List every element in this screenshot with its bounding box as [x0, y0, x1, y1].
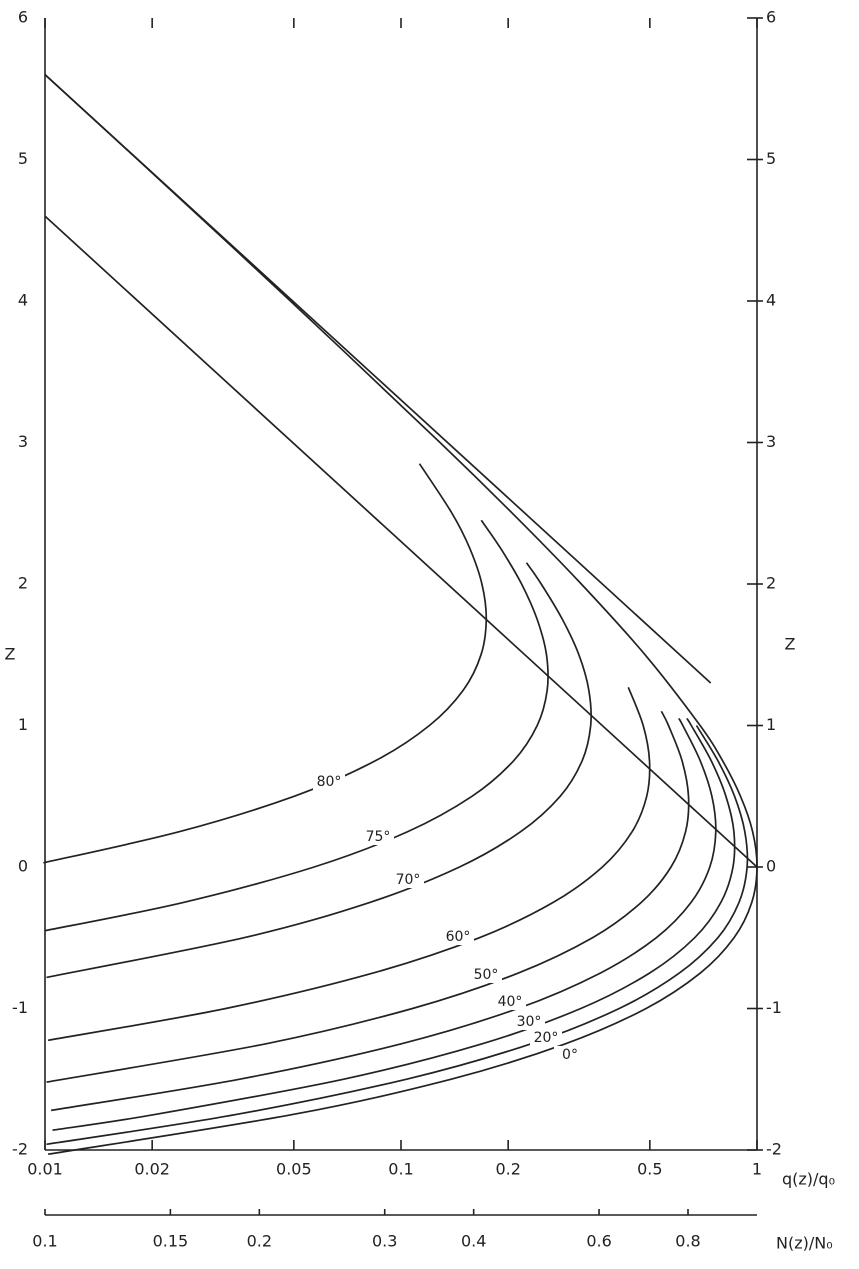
curve [46, 710, 690, 1083]
curve-label: 30° [517, 1014, 542, 1030]
y-tick-label: 1 [18, 715, 28, 734]
curve-label: 75° [366, 829, 391, 845]
x2-tick-label: 0.1 [32, 1232, 57, 1251]
curve-label: 0° [562, 1047, 578, 1063]
y-tick-label: -1 [12, 998, 28, 1017]
curve-label-bg [442, 928, 474, 945]
curve-label: 20° [534, 1030, 559, 1046]
y-tick-label: -2 [12, 1140, 28, 1159]
curve [43, 463, 488, 864]
curve-label-bg [513, 1013, 545, 1030]
y-tick-label-right: 3 [766, 432, 776, 451]
x-tick-label: 0.05 [276, 1160, 312, 1179]
y-tick-label-right: -1 [766, 998, 782, 1017]
x-tick-label: 0.02 [134, 1160, 170, 1179]
x-tick-label: 0.01 [27, 1160, 63, 1179]
y-axis-label-right: Z [785, 635, 796, 654]
y-tick-label-right: 0 [766, 857, 776, 876]
curve [44, 73, 758, 1156]
y-tick-label: 2 [18, 574, 28, 593]
x2-axis-label: N(z)/N₀ [776, 1234, 833, 1253]
x-tick-label: 0.5 [637, 1160, 662, 1179]
curve [46, 562, 592, 979]
curve [52, 717, 736, 1132]
curve-label: 60° [446, 929, 471, 945]
y-tick-label-right: 5 [766, 149, 776, 168]
y-tick-label-right: 6 [766, 8, 776, 27]
x2-tick-label: 0.2 [247, 1232, 272, 1251]
y-tick-label: 3 [18, 432, 28, 451]
x2-tick-label: 0.6 [586, 1232, 611, 1251]
y-tick-label: 5 [18, 149, 28, 168]
curve [44, 73, 712, 684]
curve-label: 80° [317, 774, 342, 790]
curve [44, 519, 549, 932]
x-tick-label: 1 [752, 1160, 762, 1179]
curve [44, 215, 758, 868]
curve-label-bg [362, 828, 394, 845]
x2-tick-label: 0.8 [675, 1232, 700, 1251]
y-tick-label: 6 [18, 8, 28, 27]
curve-label-bg [470, 966, 502, 983]
curve [47, 686, 651, 1042]
y-tick-label-right: 1 [766, 715, 776, 734]
curve-label-bg [392, 871, 424, 888]
curve [50, 717, 717, 1112]
y-tick-label-right: -2 [766, 1140, 782, 1159]
x2-tick-label: 0.4 [461, 1232, 486, 1251]
curve-label-bg [530, 1029, 562, 1046]
y-axis-label: Z [5, 645, 16, 664]
x-tick-label: 0.2 [495, 1160, 520, 1179]
curve-label-bg [313, 773, 345, 790]
y-tick-label: 4 [18, 291, 28, 310]
y-tick-label-right: 2 [766, 574, 776, 593]
curve-label: 40° [498, 994, 523, 1010]
curve-label: 70° [396, 872, 421, 888]
curve [46, 725, 749, 1146]
curve-label: 50° [474, 967, 499, 983]
y-tick-label: 0 [18, 857, 28, 876]
curve-label-bg [494, 993, 526, 1010]
x2-tick-label: 0.3 [372, 1232, 397, 1251]
x2-tick-label: 0.15 [153, 1232, 189, 1251]
curve-label-bg [554, 1046, 586, 1063]
x-tick-label: 0.1 [388, 1160, 413, 1179]
x-axis-label: q(z)/q₀ [782, 1170, 835, 1189]
y-tick-label-right: 4 [766, 291, 776, 310]
